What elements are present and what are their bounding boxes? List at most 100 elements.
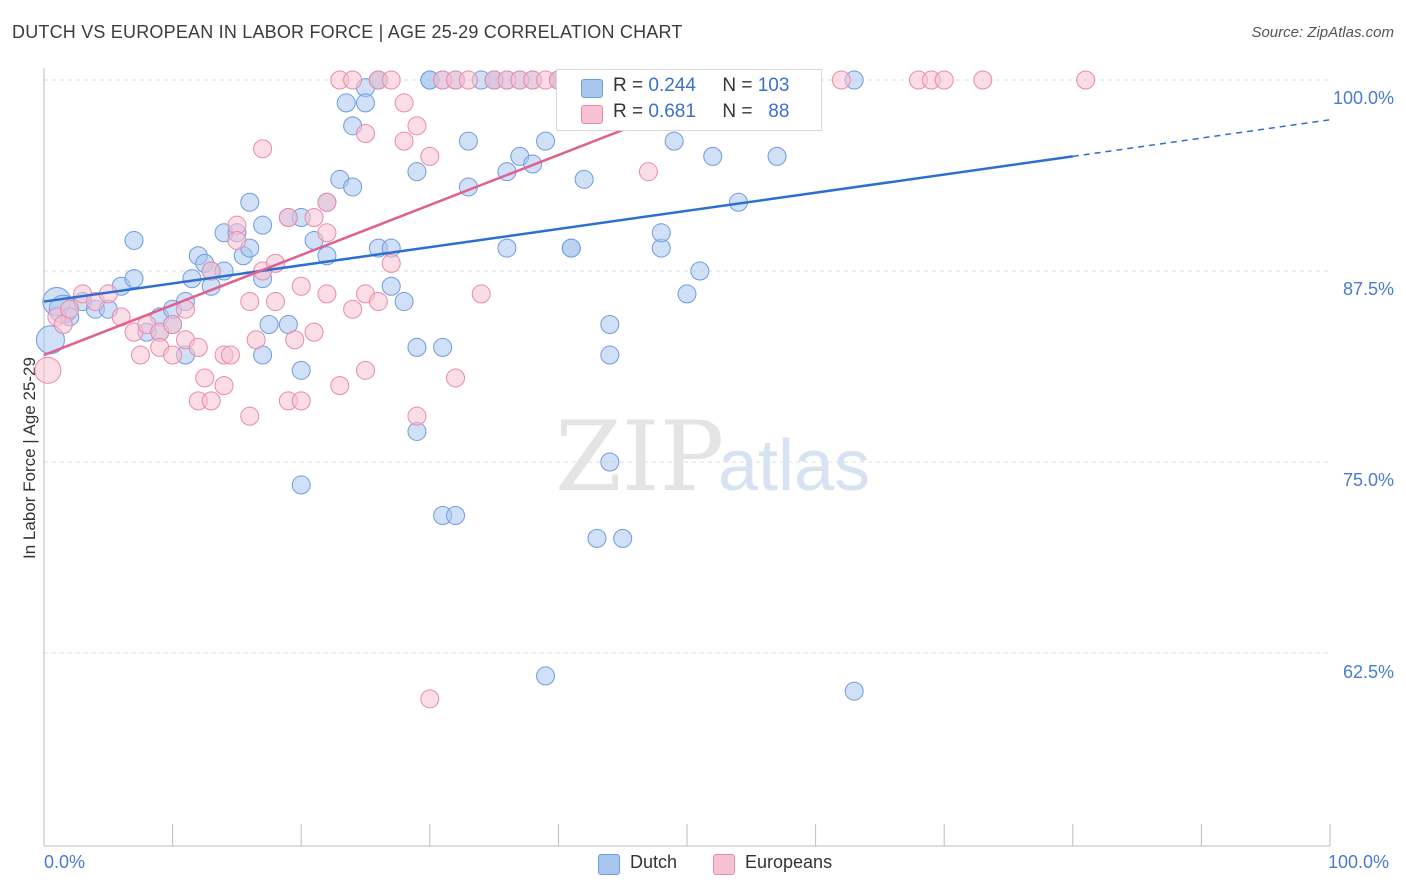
europeans-point (407, 406, 427, 426)
dutch-point (446, 505, 466, 525)
europeans-point (381, 253, 401, 273)
europeans-n-value: 88 (768, 101, 790, 122)
dutch-point (613, 528, 633, 548)
dutch-point (407, 337, 427, 357)
europeans-point (291, 391, 311, 411)
europeans-point (368, 292, 388, 312)
europeans-point (343, 70, 363, 90)
dutch-point (433, 337, 453, 357)
dutch-point (651, 223, 671, 243)
europeans-legend-swatch (713, 854, 735, 875)
dutch-point (124, 230, 144, 250)
europeans-point (291, 276, 311, 296)
europeans-point (458, 70, 478, 90)
dutch-point (291, 475, 311, 495)
correlation-legend: R = 0.244 N = 103 R = 0.681 N = 88 (556, 69, 822, 131)
dutch-trend-line (43, 155, 1073, 303)
dutch-point (561, 238, 581, 258)
dutch-trend-extension (1072, 118, 1331, 158)
europeans-point (304, 322, 324, 342)
europeans-point (246, 330, 266, 350)
dutch-point (259, 314, 279, 334)
europeans-point (934, 70, 954, 90)
europeans-point (330, 376, 350, 396)
europeans-point (407, 116, 427, 136)
axes (43, 68, 1331, 847)
x-tick-100: 100.0% (1328, 852, 1390, 872)
dutch-point (690, 261, 710, 281)
dutch-legend-swatch (598, 854, 620, 875)
r-label: R = (613, 101, 644, 122)
europeans-legend-label: Europeans (745, 852, 833, 872)
grid-lines (44, 79, 1330, 654)
europeans-point (253, 139, 273, 159)
europeans-point (163, 345, 183, 365)
europeans-point (973, 70, 993, 90)
dutch-point (458, 131, 478, 151)
europeans-point (265, 292, 285, 312)
europeans-point (240, 406, 260, 426)
watermark-zip: ZIP (555, 401, 724, 513)
dutch-point (343, 177, 363, 197)
dutch-point (844, 681, 864, 701)
dutch-point (767, 146, 787, 166)
dutch-point (407, 162, 427, 182)
r-label: R = (613, 75, 644, 96)
europeans-point (201, 261, 221, 281)
europeans-point (201, 391, 221, 411)
chart-title: DUTCH VS EUROPEAN IN LABOR FORCE | AGE 2… (12, 22, 683, 42)
dutch-swatch (581, 79, 603, 98)
europeans-point (188, 337, 208, 357)
europeans-point (356, 123, 375, 143)
dutch-point (587, 528, 607, 548)
europeans-point (220, 345, 240, 365)
europeans-point (394, 93, 414, 113)
watermark-atlas: atlas (718, 426, 870, 506)
dutch-point (677, 284, 697, 304)
y-tick-100: 100.0% (1332, 88, 1394, 108)
dutch-point (240, 192, 260, 212)
n-label: N = (722, 101, 753, 122)
europeans-swatch (581, 105, 603, 124)
europeans-point (240, 292, 260, 312)
europeans-point (831, 70, 851, 90)
europeans-point (34, 356, 62, 384)
dutch-r-value: 0.244 (648, 75, 696, 96)
dutch-point (664, 131, 684, 151)
dutch-point (536, 666, 556, 686)
dutch-point (600, 452, 620, 472)
europeans-point (304, 208, 324, 228)
europeans-point (285, 330, 305, 350)
europeans-point (278, 208, 298, 228)
dutch-point (536, 131, 556, 151)
dutch-point (574, 169, 594, 189)
europeans-point (471, 284, 491, 304)
europeans-point (1076, 70, 1096, 90)
dutch-point (497, 238, 517, 258)
europeans-point (317, 192, 337, 212)
dutch-point (381, 276, 401, 296)
dutch-n-value: 103 (757, 75, 790, 96)
dutch-point (394, 292, 414, 312)
dutch-point (703, 146, 723, 166)
y-tick-62-5: 62.5% (1342, 662, 1394, 682)
europeans-point (60, 299, 80, 319)
europeans-point (130, 345, 150, 365)
europeans-point (163, 314, 183, 334)
dutch-point (253, 215, 273, 235)
europeans-point (420, 146, 440, 166)
europeans-point (343, 299, 363, 319)
europeans-point (195, 368, 215, 388)
europeans-point (317, 223, 337, 243)
n-label: N = (722, 75, 753, 96)
dutch-point (291, 360, 311, 380)
europeans-point (420, 689, 440, 709)
dutch-point (336, 93, 356, 113)
source-label: Source: ZipAtlas.com (1251, 24, 1394, 41)
europeans-point (381, 70, 401, 90)
dutch-point (356, 93, 375, 113)
europeans-point (317, 284, 337, 304)
europeans-r-value: 0.681 (648, 101, 696, 122)
europeans-point (446, 368, 466, 388)
